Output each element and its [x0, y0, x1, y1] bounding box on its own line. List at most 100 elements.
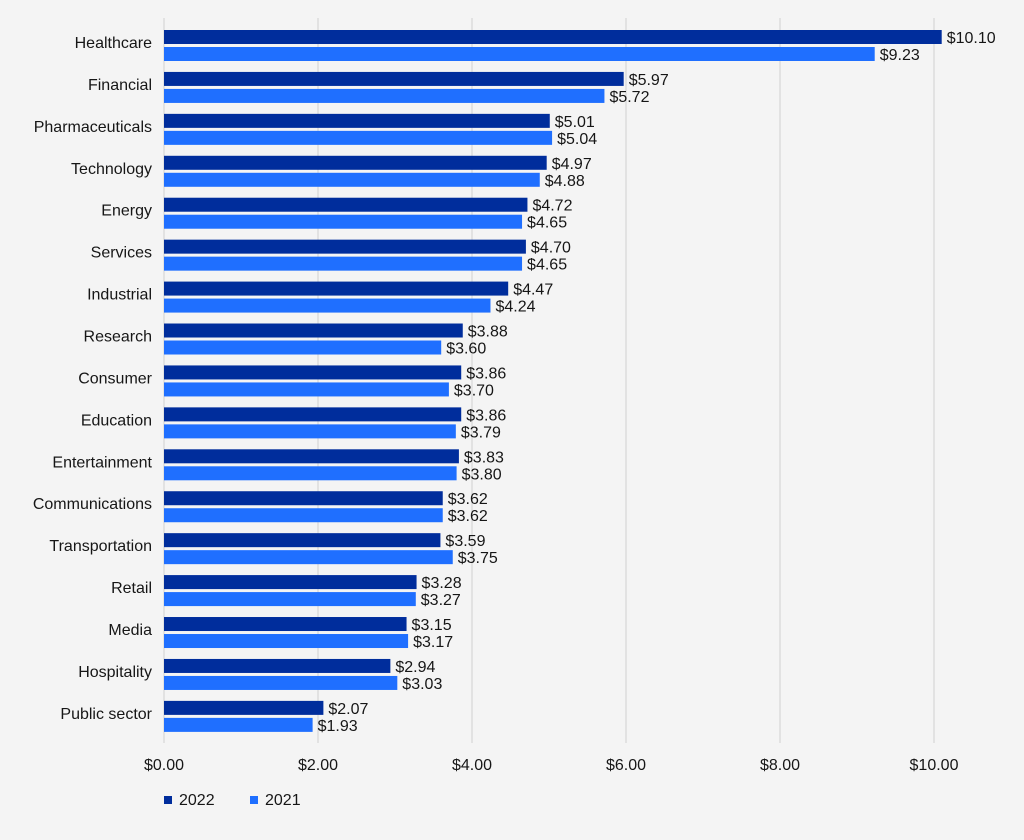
category-label: Public sector: [60, 706, 152, 723]
bar-2022: [164, 323, 463, 338]
category-label: Communications: [33, 496, 152, 513]
data-label: $3.59: [445, 533, 485, 550]
bar-2022: [164, 449, 459, 464]
data-label: $4.47: [513, 282, 553, 299]
data-label: $4.24: [495, 299, 535, 316]
bar-2021: [164, 88, 605, 103]
category-labels: Healthcare Financial Pharmaceuticals Techno…: [33, 35, 153, 723]
bar-2021: [164, 172, 540, 187]
bar-2022: [164, 533, 441, 548]
category-label: Hospitality: [78, 664, 152, 681]
bar-2021: [164, 634, 409, 649]
legend-item: 2022: [164, 792, 215, 809]
data-label: $4.88: [545, 173, 585, 190]
bar-2022: [164, 575, 417, 590]
data-label: $3.15: [412, 617, 452, 634]
bar-2022: [164, 239, 526, 254]
data-label: $3.03: [402, 676, 442, 693]
category-label: Research: [84, 329, 152, 346]
data-label: $3.62: [448, 508, 488, 525]
x-tick-label: $4.00: [452, 757, 492, 774]
legend: 2022 2021: [164, 792, 301, 809]
data-label: $5.97: [629, 72, 669, 89]
bar-2021: [164, 717, 313, 732]
x-tick-label: $10.00: [910, 757, 959, 774]
bar-2022: [164, 71, 624, 86]
bars: [164, 30, 942, 732]
legend-label: 2021: [265, 792, 301, 809]
x-tick-label: $2.00: [298, 757, 338, 774]
value-labels: $10.10 $9.23 $5.97$5.72 $5.01$5.04 $4.97$4.8…: [318, 30, 996, 735]
category-label: Transportation: [49, 538, 152, 555]
data-label: $3.70: [454, 382, 494, 399]
bar-2022: [164, 281, 509, 296]
data-label: $5.72: [609, 89, 649, 106]
legend-item: 2021: [250, 792, 301, 809]
bar-2022: [164, 658, 391, 673]
data-label: $1.93: [318, 718, 358, 735]
bar-2022: [164, 700, 324, 715]
data-label: $3.28: [422, 575, 462, 592]
data-label: $2.94: [395, 659, 435, 676]
category-label: Retail: [111, 580, 152, 597]
bar-2021: [164, 256, 523, 271]
bar-2022: [164, 155, 547, 170]
data-label: $4.97: [552, 156, 592, 173]
legend-swatch: [164, 796, 172, 804]
data-label: $9.23: [880, 47, 920, 64]
x-axis-ticks: $0.00 $2.00 $4.00 $6.00 $8.00 $10.00: [144, 757, 959, 774]
data-label: $5.01: [555, 114, 595, 131]
bar-2021: [164, 130, 553, 145]
category-label: Entertainment: [52, 454, 152, 471]
bar-2022: [164, 197, 528, 212]
data-label: $3.27: [421, 592, 461, 609]
data-label: $3.75: [458, 550, 498, 567]
data-label: $3.79: [461, 424, 501, 441]
category-label: Education: [81, 412, 152, 429]
bar-2021: [164, 592, 416, 607]
bar-2021: [164, 47, 875, 61]
bar-2021: [164, 424, 456, 439]
bar-2021: [164, 382, 449, 397]
data-label: $4.65: [527, 215, 567, 232]
category-label: Healthcare: [75, 35, 152, 52]
data-label: $2.07: [328, 701, 368, 718]
category-label: Financial: [88, 77, 152, 94]
bar-2022: [164, 113, 550, 128]
bar-2021: [164, 675, 398, 690]
legend-swatch: [250, 796, 258, 804]
bar-2021: [164, 550, 453, 565]
category-label: Energy: [101, 203, 152, 220]
category-label: Consumer: [78, 370, 152, 387]
legend-label: 2022: [179, 792, 215, 809]
x-tick-label: $8.00: [760, 757, 800, 774]
category-label: Industrial: [87, 287, 152, 304]
data-label: $4.72: [532, 198, 572, 215]
bar-2022: [164, 491, 443, 506]
bar-2022: [164, 365, 462, 380]
bar-2021: [164, 508, 443, 523]
data-label: $3.88: [468, 324, 508, 341]
data-label: $3.60: [446, 341, 486, 358]
category-label: Technology: [71, 161, 152, 178]
bar-2021: [164, 466, 457, 481]
bar-2022: [164, 617, 407, 632]
bar-2021: [164, 214, 523, 229]
x-tick-label: $0.00: [144, 757, 184, 774]
data-label: $5.04: [557, 131, 597, 148]
data-label: $10.10: [947, 30, 996, 47]
data-label: $4.65: [527, 257, 567, 274]
bar-2022: [164, 407, 462, 422]
data-label: $3.80: [462, 466, 502, 483]
data-label: $3.62: [448, 491, 488, 508]
data-label: $3.17: [413, 634, 453, 651]
data-label: $4.70: [531, 240, 571, 257]
data-label: $3.86: [466, 365, 506, 382]
category-label: Media: [108, 622, 152, 639]
bar-2021: [164, 340, 442, 355]
data-label: $3.86: [466, 407, 506, 424]
category-label: Pharmaceuticals: [34, 119, 152, 136]
data-label: $3.83: [464, 449, 504, 466]
